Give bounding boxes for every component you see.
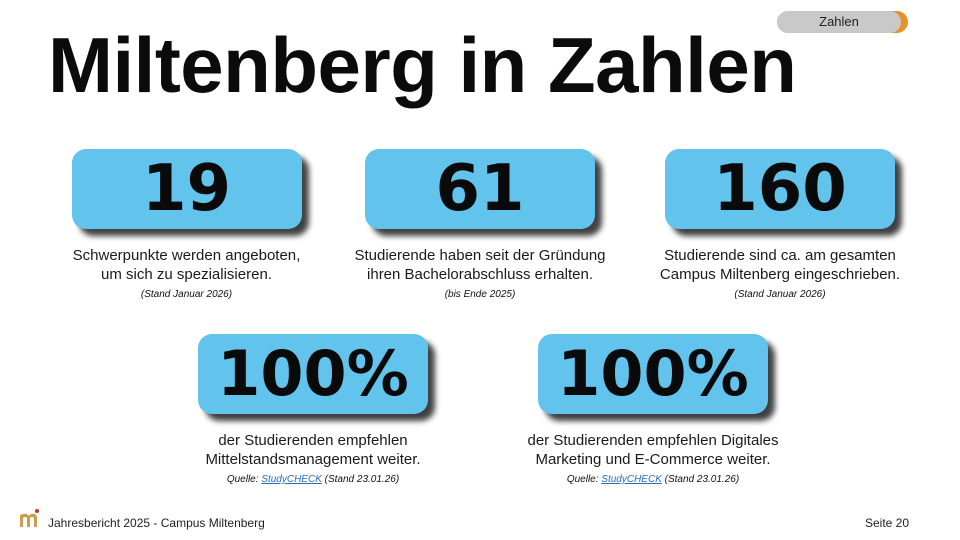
stat-description-line: Marketing und E-Commerce weiter.	[535, 451, 771, 468]
source-prefix: Quelle:	[566, 474, 602, 485]
stat-description-line: der Studierenden empfehlen Digitales	[527, 432, 779, 449]
stat-description: Studierende sind ca. am gesamten Campus …	[652, 246, 908, 284]
stat-card-empfehlung-marketing: 100% der Studierenden empfehlen Digitale…	[508, 334, 798, 485]
stat-value-box: 100%	[198, 334, 428, 414]
mi-logo-icon	[19, 508, 41, 528]
stat-value: 100%	[217, 337, 409, 410]
studycheck-link[interactable]: StudyCHECK	[601, 474, 662, 485]
stat-card-absolventen: 61 Studierende haben seit der Gründung i…	[354, 149, 606, 300]
stat-description-line: Studierende haben seit der Gründung	[354, 247, 606, 264]
section-indicator: Zahlen	[777, 11, 908, 33]
stat-source: Quelle: StudyCHECK (Stand 23.01.26)	[508, 474, 798, 485]
studycheck-link[interactable]: StudyCHECK	[261, 474, 322, 485]
stat-card-empfehlung-mittelstand: 100% der Studierenden empfehlen Mittelst…	[182, 334, 444, 485]
stat-card-studierende: 160 Studierende sind ca. am gesamten Cam…	[652, 149, 908, 300]
stat-value: 61	[435, 152, 525, 226]
stat-description-line: um sich zu spezialisieren.	[101, 266, 272, 283]
stat-value: 160	[713, 152, 847, 226]
stat-value-box: 160	[665, 149, 895, 229]
stat-value: 100%	[557, 337, 749, 410]
stat-description: Studierende haben seit der Gründung ihre…	[354, 246, 606, 284]
stat-description-line: ihren Bachelorabschluss erhalten.	[367, 266, 593, 283]
stat-value: 19	[141, 152, 232, 226]
stat-description-line: Mittelstandsmanagement weiter.	[205, 451, 421, 468]
footer-text: Jahresbericht 2025 - Campus Miltenberg	[48, 516, 265, 530]
stat-value-box: 100%	[538, 334, 768, 414]
stat-description: Schwerpunkte werden angeboten, um sich z…	[64, 246, 309, 284]
stat-source: Quelle: StudyCHECK (Stand 23.01.26)	[182, 474, 444, 485]
stat-note: (bis Ende 2025)	[444, 289, 516, 300]
stat-note: (Stand Januar 2026)	[734, 289, 826, 300]
source-prefix: Quelle:	[226, 474, 262, 485]
stat-card-schwerpunkte: 19 Schwerpunkte werden angeboten, um sic…	[64, 149, 309, 300]
stat-description-line: Schwerpunkte werden angeboten,	[72, 247, 301, 264]
stat-description-line: Campus Miltenberg eingeschrieben.	[659, 266, 901, 283]
stat-note: (Stand Januar 2026)	[140, 289, 233, 300]
source-date: (Stand 23.01.26)	[321, 474, 400, 485]
stat-description: der Studierenden empfehlen Digitales Mar…	[508, 431, 798, 469]
page-number: Seite 20	[865, 516, 910, 530]
stat-value-box: 61	[365, 149, 595, 229]
stat-description-line: Studierende sind ca. am gesamten	[664, 247, 896, 264]
section-label: Zahlen	[777, 11, 901, 33]
source-date: (Stand 23.01.26)	[661, 474, 740, 485]
stat-description: der Studierenden empfehlen Mittelstandsm…	[182, 431, 444, 469]
stat-value-box: 19	[71, 149, 302, 229]
stat-description-line: der Studierenden empfehlen	[218, 432, 408, 449]
page-title: Miltenberg in Zahlen	[48, 21, 797, 109]
